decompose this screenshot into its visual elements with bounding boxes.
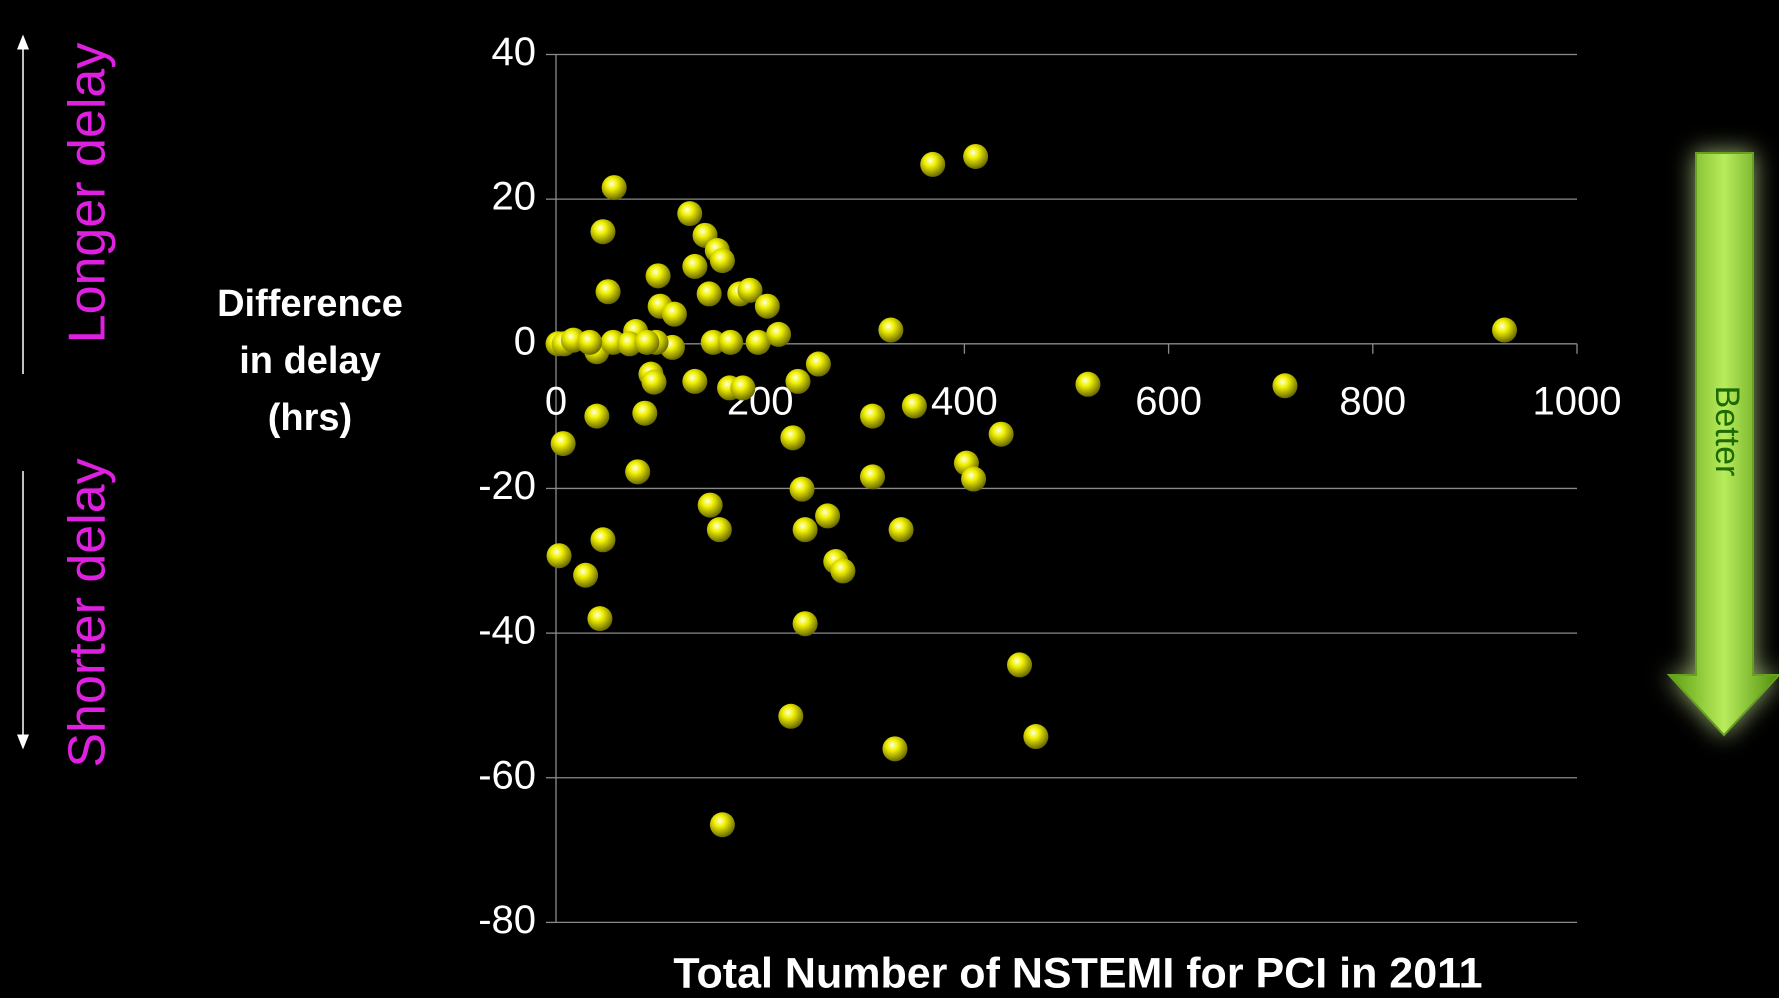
data-point	[878, 317, 904, 343]
data-point	[697, 492, 723, 518]
x-tick-label: 1000	[1533, 379, 1622, 423]
data-point	[546, 543, 572, 569]
data-point	[1272, 373, 1298, 399]
y-tick-label: 0	[514, 319, 536, 363]
data-point	[730, 375, 756, 401]
data-point	[988, 421, 1014, 447]
y-tick-label: -40	[478, 609, 536, 653]
data-point	[792, 611, 818, 637]
data-point	[645, 263, 671, 289]
data-point	[601, 175, 627, 201]
data-point	[682, 368, 708, 394]
data-point	[766, 321, 792, 347]
data-point	[815, 503, 841, 529]
longer-delay-label: Longer delay	[59, 43, 117, 344]
y-tick-label: 20	[492, 175, 537, 219]
data-point	[805, 351, 831, 377]
data-point	[696, 281, 722, 307]
data-point	[577, 329, 603, 355]
x-tick-label: 400	[931, 379, 998, 423]
data-point	[661, 301, 687, 327]
data-point	[641, 369, 667, 395]
data-point	[785, 368, 811, 394]
data-point	[780, 425, 806, 451]
data-point	[595, 279, 621, 305]
data-point	[961, 466, 987, 492]
x-tick-label: 0	[545, 379, 567, 423]
data-point	[634, 329, 660, 355]
data-point	[901, 393, 927, 419]
data-point	[860, 403, 886, 429]
data-point	[1023, 724, 1049, 750]
data-point	[737, 277, 763, 303]
data-point	[587, 606, 613, 632]
shorter-delay-label: Shorter delay	[59, 458, 117, 767]
data-point	[792, 517, 818, 543]
better-arrow	[1666, 152, 1779, 737]
data-point	[718, 329, 744, 355]
data-point	[709, 248, 735, 274]
y-axis-label: Difference	[217, 283, 403, 325]
data-point	[590, 219, 616, 245]
data-point	[754, 293, 780, 319]
data-point	[963, 143, 989, 169]
data-point	[860, 464, 886, 490]
y-tick-label: 40	[492, 30, 537, 74]
data-point	[677, 201, 703, 227]
data-point	[789, 476, 815, 502]
data-point	[1007, 652, 1033, 678]
data-point	[1075, 371, 1101, 397]
data-point	[625, 459, 651, 485]
y-axis-label: in delay	[239, 340, 381, 382]
data-point	[778, 703, 804, 729]
y-tick-label: -20	[478, 464, 536, 508]
data-point	[706, 517, 732, 543]
data-point	[920, 151, 946, 177]
data-point	[745, 329, 771, 355]
data-point	[1492, 317, 1518, 343]
y-tick-label: -80	[478, 898, 536, 942]
data-point	[682, 253, 708, 279]
data-point	[632, 400, 658, 426]
data-point	[584, 403, 610, 429]
data-point	[888, 517, 914, 543]
data-point	[709, 812, 735, 838]
better-label: Better	[1708, 386, 1746, 477]
y-tick-label: -60	[478, 753, 536, 797]
x-tick-label: 600	[1135, 379, 1202, 423]
data-point	[573, 562, 599, 588]
data-point	[830, 558, 856, 584]
data-point	[590, 527, 616, 553]
x-axis-label: Total Number of NSTEMI for PCI in 2011	[673, 949, 1482, 997]
y-axis-label: (hrs)	[268, 397, 352, 439]
data-point	[550, 431, 576, 457]
side-annotations: Longer delay Shorter delay Better	[17, 34, 1779, 768]
x-tick-label: 800	[1339, 379, 1406, 423]
data-point	[882, 736, 908, 762]
data-point	[700, 329, 726, 355]
